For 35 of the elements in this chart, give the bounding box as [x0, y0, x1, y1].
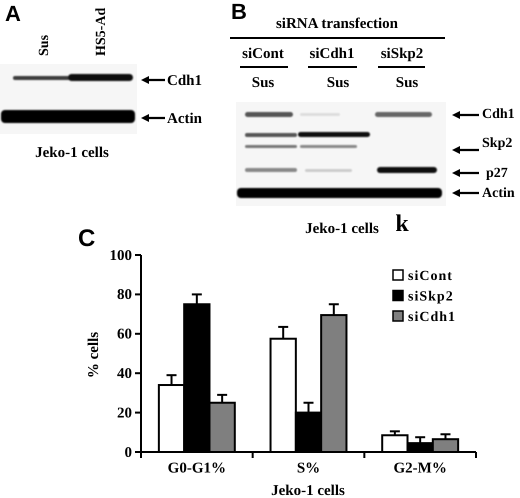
text: Sus: [396, 75, 418, 91]
text: siCont: [242, 46, 284, 62]
y-tick-label: 60: [117, 326, 132, 343]
y-tick-label: 20: [117, 405, 132, 422]
text: Jeko-1 cells: [35, 145, 110, 161]
x-tick-label: S%: [296, 460, 320, 477]
text: Sus: [252, 75, 274, 91]
legend-label: siCdh1: [408, 310, 456, 325]
y-axis-title: % cells: [86, 332, 102, 378]
text: siCdh1: [309, 46, 355, 62]
text: Sus: [326, 75, 350, 91]
text: k: [395, 211, 410, 237]
text: Actin: [167, 111, 203, 127]
text: Actin: [482, 186, 515, 201]
text: B: [231, 0, 247, 24]
text: Sus: [37, 34, 52, 56]
text: A: [5, 1, 21, 26]
x-tick-label: G0-G1%: [168, 460, 226, 477]
text: Cdh1: [482, 107, 515, 122]
text: siRNA transfection: [276, 16, 399, 32]
legend-label: siCont: [408, 269, 453, 284]
y-tick-label: 0: [124, 444, 132, 461]
y-tick-label: 40: [117, 366, 132, 382]
chart-title: C: [78, 225, 96, 252]
text: Cdh1: [167, 73, 202, 89]
y-tick-label: 80: [117, 287, 132, 304]
text: Skp2: [482, 136, 512, 151]
text: siSkp2: [380, 46, 424, 62]
text: Jeko-1 cells: [305, 221, 380, 237]
x-axis-title: Jeko-1 cells: [271, 483, 346, 498]
text: HS5-Ad: [94, 8, 109, 56]
legend-label: siSkp2: [408, 290, 454, 304]
y-tick-label: 100: [110, 248, 132, 264]
text: p27: [486, 166, 508, 181]
x-tick-label: G2-M%: [394, 460, 447, 477]
